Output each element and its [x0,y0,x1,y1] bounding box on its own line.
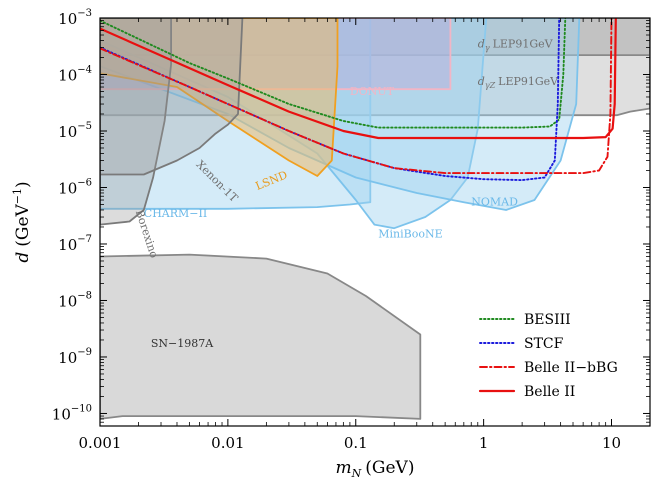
region-label-d-z-lep91gev: dγZ LEP91GeV [478,75,559,90]
x-tick-label: 10 [602,434,621,452]
region-sn-1987a [100,253,422,420]
region-xenonit [100,18,244,176]
region-borexino [100,18,173,226]
legend-label-besiii: BESIII [524,312,571,328]
plot-frame [99,17,651,427]
x-tick-label: 0.001 [79,434,122,452]
y-tick-label: 10−10 [52,403,92,423]
series-line-besiii [100,18,567,129]
y-tick-label: 10−6 [58,177,92,197]
y-tick-label: 10−8 [58,290,92,310]
series-line-belle-ii [100,18,617,140]
region-label-d-lep91gev: dγ LEP91GeV [478,38,554,53]
region-label-charm-ii: CHARM−II [144,207,207,220]
legend-label-belle-ii: Belle II [524,384,575,400]
x-tick-label: 1 [479,434,489,452]
region-label-nomad: NOMAD [471,195,518,208]
y-axis-label: d(GeV−1) [11,181,33,262]
x-axis-label: mN (GeV) [336,458,415,480]
region-label-donut: DONUT [350,85,395,98]
x-tick-label: 0.1 [344,434,368,452]
region-label-sn-1987a: SN−1987A [151,337,214,350]
legend-label-stcf: STCF [524,336,564,352]
y-tick-label: 10−9 [58,347,92,367]
legend-label-belle-ii-bbg: Belle II−bBG [524,360,618,376]
y-tick-label: 10−7 [58,234,92,254]
y-tick-label: 10−4 [58,64,92,84]
series-line-stcf [100,18,561,182]
region-label-miniboone: MiniBooNE [378,228,442,241]
y-tick-label: 10−3 [58,8,92,28]
x-tick-label: 0.01 [211,434,244,452]
y-tick-label: 10−5 [58,121,92,141]
series-line-belle-ii-bbg [100,18,613,175]
region-lsnd [100,18,339,177]
